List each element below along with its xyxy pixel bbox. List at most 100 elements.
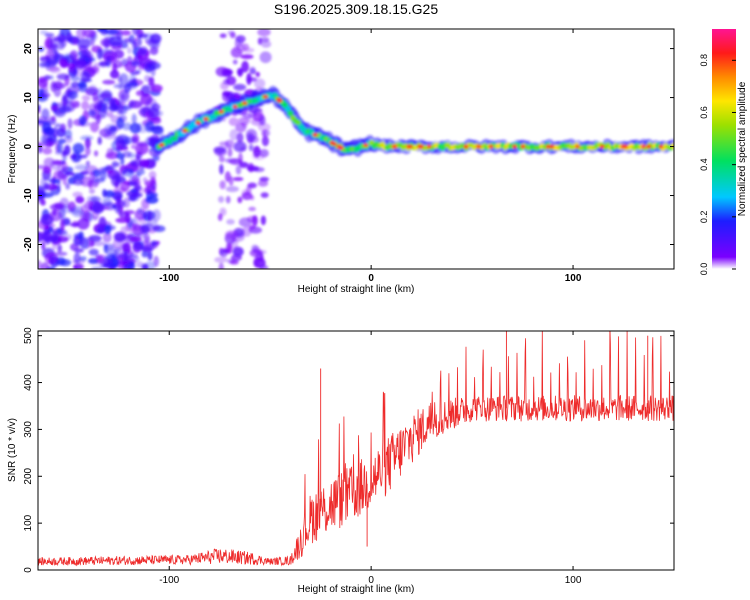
noise-blob bbox=[132, 241, 142, 254]
noise-blob bbox=[251, 215, 258, 227]
noise-blob bbox=[247, 182, 257, 189]
noise-blob bbox=[235, 122, 247, 133]
noise-blob bbox=[85, 160, 90, 167]
noise-blob bbox=[104, 29, 119, 35]
noise-blob bbox=[238, 217, 252, 228]
noise-blob bbox=[136, 261, 144, 268]
noise-blob bbox=[218, 196, 225, 203]
noise-blob bbox=[255, 71, 260, 78]
noise-blob bbox=[70, 75, 81, 82]
noise-blob bbox=[228, 117, 239, 126]
noise-blob bbox=[113, 231, 126, 242]
noise-blob bbox=[151, 192, 158, 198]
ridge-peak bbox=[203, 117, 209, 121]
noise-blob bbox=[222, 91, 233, 103]
noise-blob bbox=[41, 121, 52, 134]
noise-blob bbox=[40, 199, 46, 206]
y-tick-label: 200 bbox=[23, 467, 34, 484]
noise-blob bbox=[79, 210, 85, 220]
bottom-y-axis-label: SNR (10 * v/v) bbox=[7, 418, 18, 482]
noise-blob bbox=[99, 169, 107, 181]
noise-blob bbox=[69, 222, 80, 227]
noise-blob bbox=[121, 122, 133, 131]
noise-blob bbox=[118, 73, 129, 85]
noise-blob bbox=[91, 201, 105, 214]
noise-blob bbox=[151, 125, 164, 135]
bottom-plot-frame bbox=[37, 330, 675, 571]
noise-blob bbox=[229, 260, 239, 265]
noise-blob bbox=[142, 210, 156, 221]
ridge-peak bbox=[463, 144, 469, 149]
noise-blob bbox=[153, 225, 161, 231]
noise-blob bbox=[43, 232, 48, 243]
noise-blob bbox=[131, 174, 139, 187]
noise-blob bbox=[56, 73, 70, 80]
noise-blob bbox=[253, 78, 266, 89]
noise-blob bbox=[99, 258, 113, 266]
colorbar-label: Normalized spectral amplitude bbox=[737, 81, 748, 216]
noise-blob bbox=[131, 60, 141, 67]
noise-blob bbox=[80, 204, 87, 212]
noise-blob bbox=[248, 144, 254, 152]
noise-blob bbox=[113, 83, 127, 89]
noise-blob bbox=[134, 185, 142, 191]
noise-blob bbox=[232, 177, 244, 182]
noise-blob bbox=[48, 44, 58, 50]
noise-blob bbox=[40, 262, 50, 269]
ridge-peak bbox=[363, 143, 369, 147]
colorbar-tick-label: 0.4 bbox=[699, 158, 709, 171]
noise-blob bbox=[239, 161, 249, 169]
noise-blob bbox=[238, 116, 251, 125]
noise-blob bbox=[141, 241, 152, 250]
noise-blob bbox=[241, 192, 253, 200]
noise-blob bbox=[96, 29, 107, 33]
noise-blob bbox=[48, 47, 58, 59]
noise-blob bbox=[147, 39, 161, 48]
ridge-peak bbox=[242, 101, 248, 105]
noise-blob bbox=[131, 144, 136, 150]
noise-blob bbox=[41, 140, 54, 148]
noise-blob bbox=[57, 142, 63, 153]
noise-blob bbox=[149, 60, 157, 71]
noise-blob bbox=[152, 209, 161, 222]
noise-blob bbox=[241, 60, 249, 73]
noise-blob bbox=[147, 107, 160, 119]
noise-blob bbox=[40, 93, 51, 98]
noise-blob bbox=[62, 91, 75, 103]
noise-blob bbox=[138, 159, 150, 168]
ridge-peak bbox=[277, 99, 283, 103]
noise-blob bbox=[136, 141, 151, 147]
ridge-peak bbox=[232, 104, 238, 109]
noise-blob bbox=[225, 230, 238, 240]
noise-blob bbox=[229, 32, 236, 39]
noise-blob bbox=[111, 161, 121, 168]
noise-blob bbox=[116, 252, 126, 261]
noise-blob bbox=[59, 58, 68, 68]
noise-blob bbox=[107, 111, 114, 118]
noise-blob bbox=[81, 94, 91, 101]
ridge-peak bbox=[391, 144, 397, 149]
noise-blob bbox=[104, 190, 115, 198]
bottom-axes: -100 0 100 0 100 200 300 400 500 bbox=[23, 327, 674, 586]
noise-blob bbox=[120, 180, 131, 192]
noise-blob bbox=[129, 236, 142, 242]
noise-blob bbox=[128, 99, 136, 108]
chart-title: S196.2025.309.18.15.G25 bbox=[274, 1, 438, 17]
noise-blob bbox=[220, 68, 229, 74]
noise-blob bbox=[217, 213, 223, 221]
noise-blob bbox=[102, 232, 112, 243]
noise-blob bbox=[82, 29, 96, 38]
noise-blob bbox=[122, 105, 133, 110]
noise-blob bbox=[68, 208, 82, 214]
noise-blob bbox=[74, 164, 88, 171]
noise-blob bbox=[109, 69, 120, 79]
noise-blob bbox=[38, 104, 41, 112]
noise-blob bbox=[260, 215, 267, 226]
noise-blob bbox=[90, 266, 103, 269]
noise-blob bbox=[227, 148, 233, 158]
noise-blob bbox=[150, 240, 158, 247]
x-tick-label: -100 bbox=[159, 575, 179, 586]
noise-blob bbox=[260, 40, 272, 48]
noise-blob bbox=[117, 63, 128, 68]
